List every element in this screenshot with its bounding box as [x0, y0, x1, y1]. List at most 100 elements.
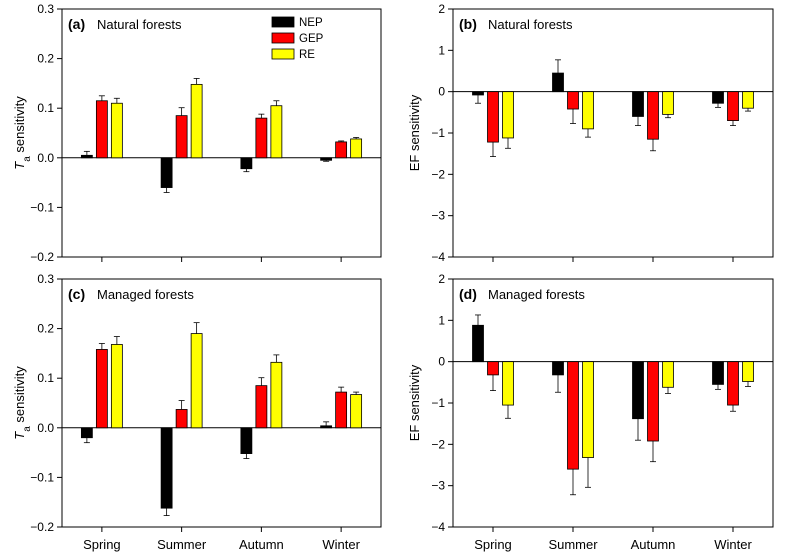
legend-swatch-gep	[271, 32, 295, 44]
y-tick-label: 0.3	[37, 2, 54, 16]
bar-re-spring	[502, 91, 514, 139]
y-tick-label: 0.0	[37, 421, 54, 435]
bar-re-autumn	[270, 105, 283, 159]
bar-gep-summer	[175, 409, 188, 429]
bar-re-winter	[350, 138, 363, 159]
legend-label: RE	[299, 49, 315, 61]
y-tick-label: −0.1	[30, 200, 54, 214]
bar-gep-winter	[335, 141, 348, 159]
x-category-label: Spring	[83, 537, 121, 552]
y-tick-label: 0	[438, 355, 445, 369]
bar-gep-autumn	[647, 91, 659, 140]
bar-nep-autumn	[632, 361, 644, 420]
bar-gep-spring	[95, 100, 108, 159]
x-category-label: Summer	[157, 537, 207, 552]
y-tick-label: 0	[438, 85, 445, 99]
x-category-label: Spring	[474, 537, 512, 552]
y-tick-label: −4	[431, 520, 445, 534]
panel-letter: (d)	[459, 286, 477, 302]
panel-title: Managed forests	[488, 287, 585, 302]
y-tick-label: 0.1	[37, 101, 54, 115]
panel-title: Managed forests	[97, 287, 194, 302]
bar-re-summer	[582, 361, 594, 458]
bar-nep-winter	[712, 91, 724, 104]
bar-gep-autumn	[647, 361, 659, 442]
x-category-label: Autumn	[239, 537, 284, 552]
bar-re-summer	[190, 333, 203, 429]
y-axis-label: Ta sensitivity	[12, 366, 33, 440]
y-tick-label: −0.1	[30, 470, 54, 484]
bar-nep-winter	[320, 425, 333, 429]
panel-title: Natural forests	[97, 17, 182, 32]
plot-frame	[452, 8, 774, 258]
bar-nep-summer	[552, 361, 564, 376]
y-tick-label: 0.3	[37, 272, 54, 286]
bar-nep-autumn	[240, 157, 253, 170]
y-tick-label: −1	[431, 396, 445, 410]
bar-gep-winter	[727, 91, 739, 121]
y-axis-label: Ta sensitivity	[12, 96, 33, 170]
bar-gep-summer	[567, 361, 579, 470]
y-tick-label: −3	[431, 479, 445, 493]
bar-re-summer	[190, 83, 203, 159]
bar-re-autumn	[662, 91, 674, 115]
y-tick-label: 1	[438, 313, 445, 327]
bar-nep-spring	[80, 427, 93, 439]
chart-panel-1: −0.2 −0.1 0.0 0.1 0.2 0.3 (a) Natural forests Ta…	[12, 2, 382, 264]
bar-re-spring	[502, 361, 514, 406]
y-tick-label: 1	[438, 43, 445, 57]
y-tick-label: 0.2	[37, 52, 54, 66]
bar-gep-spring	[487, 361, 499, 376]
bar-gep-spring	[95, 349, 108, 429]
x-category-label: Summer	[548, 537, 598, 552]
bar-re-winter	[350, 394, 363, 429]
legend-label: NEP	[299, 17, 323, 29]
y-axis-label: EF sensitivity	[407, 94, 422, 171]
y-tick-label: 2	[438, 2, 445, 16]
bar-nep-spring	[472, 324, 484, 363]
bar-re-autumn	[270, 361, 283, 429]
bar-nep-summer	[160, 427, 173, 509]
bar-nep-spring	[80, 154, 93, 159]
legend-swatch-re	[271, 48, 295, 60]
legend-swatch-nep	[271, 16, 295, 28]
bar-nep-autumn	[240, 427, 253, 454]
y-tick-label: −0.2	[30, 250, 54, 264]
y-tick-label: −3	[431, 209, 445, 223]
y-tick-label: −2	[431, 167, 445, 181]
x-category-label: Winter	[322, 537, 360, 552]
plot-frame	[61, 278, 382, 528]
bar-gep-winter	[335, 391, 348, 429]
bar-nep-spring	[472, 91, 484, 96]
plot-frame	[452, 278, 774, 528]
y-tick-label: 0.1	[37, 371, 54, 385]
bar-gep-autumn	[255, 385, 268, 429]
bar-re-autumn	[662, 361, 674, 388]
bar-re-spring	[110, 344, 123, 429]
bar-nep-summer	[552, 72, 564, 93]
chart-panel-3: −0.2 −0.1 0.0 0.1 0.2 0.3 Spring Summer Autumn Wi…	[12, 272, 382, 552]
bar-nep-winter	[712, 361, 724, 385]
y-tick-label: 2	[438, 272, 445, 286]
legend-label: GEP	[299, 33, 324, 45]
chart-panel-4: −4 −3 −2 −1 0 1 2 Spring Summer Autumn Winter (d) Ma…	[407, 272, 774, 552]
panel-letter: (c)	[68, 286, 85, 302]
bar-gep-spring	[487, 91, 499, 143]
plot-frame	[61, 8, 382, 258]
y-tick-label: −0.2	[30, 520, 54, 534]
bar-nep-autumn	[632, 91, 644, 117]
x-category-label: Autumn	[631, 537, 676, 552]
y-tick-label: −2	[431, 437, 445, 451]
panel-title: Natural forests	[488, 17, 573, 32]
bar-nep-winter	[320, 157, 333, 161]
bar-gep-autumn	[255, 117, 268, 159]
bar-re-winter	[742, 361, 754, 382]
y-tick-label: 0.2	[37, 322, 54, 336]
bar-re-spring	[110, 102, 123, 159]
chart-panel-2: −4 −3 −2 −1 0 1 2 (b) Natural forests EF sensitiv…	[407, 2, 774, 264]
x-category-label: Winter	[714, 537, 752, 552]
y-tick-label: −4	[431, 250, 445, 264]
bar-nep-summer	[160, 157, 173, 188]
bar-gep-winter	[727, 361, 739, 406]
